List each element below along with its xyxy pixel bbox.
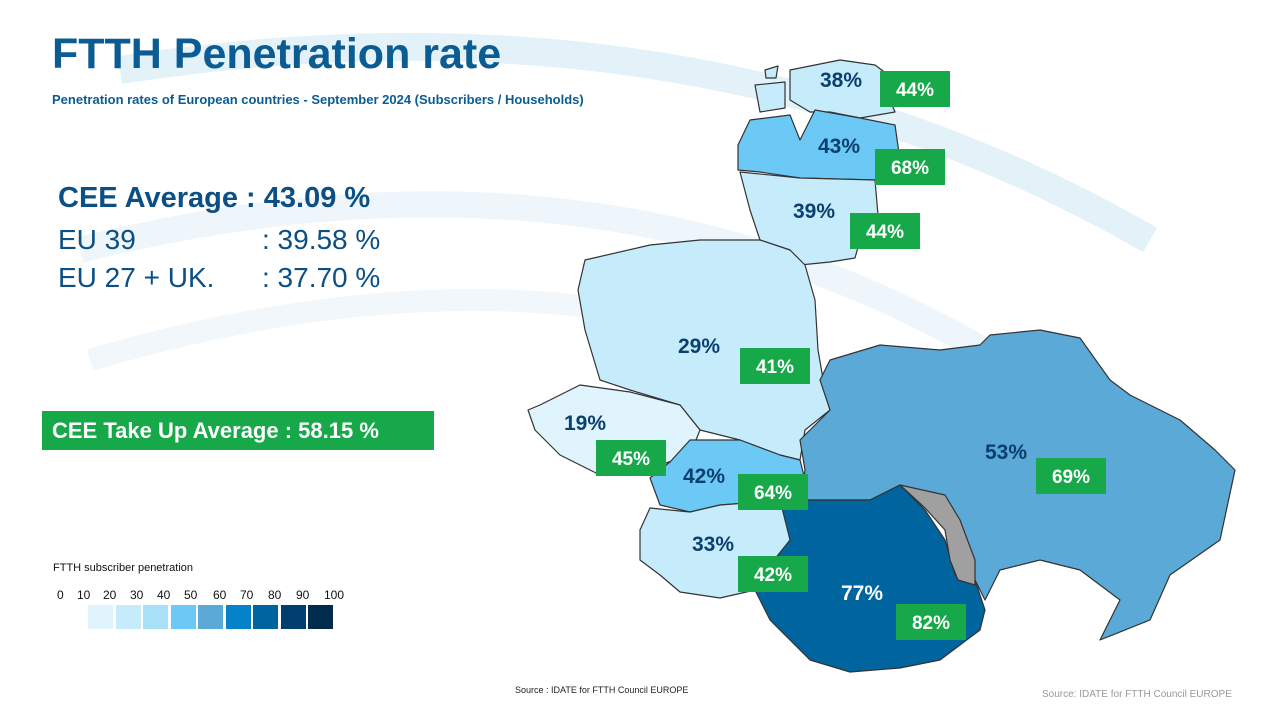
slovakia-penetration: 42%	[683, 465, 725, 488]
island-estonia	[754, 65, 786, 113]
poland-penetration: 29%	[678, 335, 720, 358]
country-poland	[577, 239, 831, 461]
latvia-takeup: 68%	[891, 158, 929, 179]
romania-penetration: 77%	[841, 582, 883, 605]
legend-swatch	[88, 605, 113, 629]
legend-tick: 60	[213, 588, 227, 602]
page-subtitle: Penetration rates of European countries …	[52, 92, 584, 107]
legend-tick: 50	[184, 588, 198, 602]
czechia-penetration: 19%	[564, 412, 606, 435]
lithuania-takeup: 44%	[866, 222, 904, 243]
lithuania-penetration: 39%	[793, 200, 835, 223]
legend-tick: 10	[77, 588, 91, 602]
hungary-penetration: 33%	[692, 533, 734, 556]
source-center: Source : IDATE for FTTH Council EUROPE	[515, 685, 689, 695]
legend-tick: 100	[324, 588, 345, 602]
latvia-penetration: 43%	[818, 135, 860, 158]
legend-tick: 90	[296, 588, 310, 602]
cee-average: CEE Average : 43.09 %	[58, 182, 371, 214]
legend-swatch	[170, 605, 196, 629]
page-title: FTTH Penetration rate	[52, 30, 502, 78]
country-lithuania	[739, 171, 879, 266]
legend-tick: 80	[268, 588, 282, 602]
ukraine-penetration: 53%	[985, 441, 1027, 464]
eu39-value: : 39.58 %	[262, 224, 381, 255]
legend-swatch	[143, 605, 168, 629]
legend-swatch	[198, 605, 223, 629]
legend-title: FTTH subscriber penetration	[53, 562, 193, 574]
poland-takeup: 41%	[756, 357, 794, 378]
legend-swatch	[280, 605, 306, 629]
legend-tick: 70	[240, 588, 254, 602]
legend-swatch	[225, 605, 251, 629]
country-moldova	[899, 484, 976, 586]
eu39-label: EU 39	[58, 224, 136, 255]
estonia-takeup: 44%	[896, 80, 934, 101]
source-right: Source: IDATE for FTTH Council EUROPE	[1042, 689, 1232, 700]
ukraine-takeup: 69%	[1052, 467, 1090, 488]
czechia-takeup: 45%	[612, 449, 650, 470]
labels: 38% 44% 43% 68% 39% 44% 29% 41% 19% 45% …	[564, 69, 1106, 640]
legend-tick: 30	[130, 588, 144, 602]
slovakia-takeup: 64%	[754, 483, 792, 504]
legend-tick: 0	[57, 588, 64, 602]
eu27-label: EU 27 + UK.	[58, 262, 215, 293]
legend-swatch	[115, 605, 141, 629]
romania-takeup: 82%	[912, 613, 950, 634]
legend-tick: 20	[103, 588, 117, 602]
hungary-takeup: 42%	[754, 565, 792, 586]
legend-tick: 40	[157, 588, 171, 602]
cee-takeup-average: CEE Take Up Average : 58.15 %	[42, 411, 434, 450]
country-estonia	[789, 59, 896, 119]
legend-swatch	[308, 605, 333, 629]
eu27-value: : 37.70 %	[262, 262, 381, 293]
estonia-penetration: 38%	[820, 69, 862, 92]
legend-swatch	[253, 605, 278, 629]
